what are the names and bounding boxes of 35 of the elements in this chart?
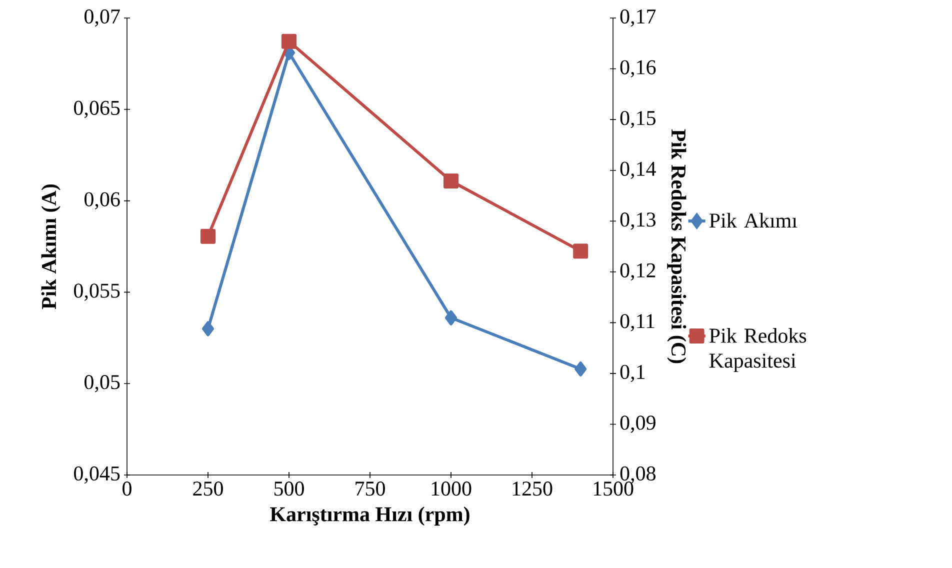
x-tick-label: 500 — [274, 482, 304, 496]
point — [573, 244, 588, 259]
y2-axis-title: Pik Redoks Kapasitesi (C) — [667, 129, 686, 364]
y2-tick-label: 0,14 — [620, 162, 656, 179]
y2-tick-label: 0,08 — [620, 466, 656, 484]
x-axis-title: Karıştırma Hızı (rpm) — [270, 506, 470, 526]
y-tick-label: 0,06 — [84, 192, 120, 210]
x-tick-label: 1500 — [594, 482, 634, 496]
y2-tick-label: 0,13 — [620, 212, 656, 230]
legend-label: Pik Redoks Kapasitesi — [709, 328, 806, 372]
point — [574, 361, 587, 376]
y2-tick-label: 0,09 — [620, 416, 656, 433]
point — [202, 321, 214, 336]
point — [200, 228, 216, 244]
y2-tick-label: 0,15 — [620, 110, 656, 128]
x-tick-label: 1250 — [512, 482, 552, 496]
y2-tick-label: 0,1 — [620, 364, 645, 382]
y-tick-label: 0,065 — [74, 100, 120, 118]
y2-tick-label: 0,16 — [620, 60, 656, 78]
legend-label: Pik Akımı — [709, 212, 798, 228]
y-tick-label: 0,05 — [84, 375, 120, 392]
point — [445, 310, 458, 326]
x-tick-label: 250 — [193, 482, 223, 496]
y-tick-label: 0,07 — [84, 9, 120, 27]
x-tick-label: 1000 — [432, 482, 472, 496]
y2-tick-label: 0,11 — [620, 314, 654, 332]
x-tick-label: 0 — [122, 482, 132, 496]
point — [444, 174, 459, 188]
y-tick-label: 0,055 — [74, 284, 120, 301]
y2-tick-label: 0,12 — [620, 263, 656, 280]
y2-tick-label: 0,17 — [620, 9, 656, 27]
x-tick-label: 750 — [356, 482, 385, 496]
y-axis-title: Pik Akımı (A) — [41, 184, 60, 310]
y-tick-label: 0,045 — [74, 466, 120, 484]
point — [282, 34, 297, 49]
